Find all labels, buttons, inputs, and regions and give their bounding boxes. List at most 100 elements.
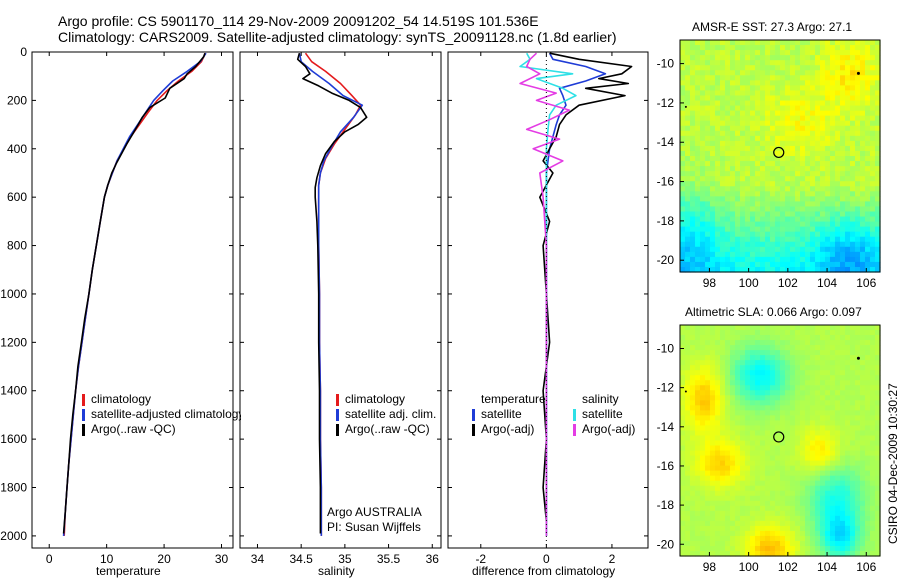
heatmap-cell xyxy=(805,236,811,243)
heatmap-cell xyxy=(855,485,861,492)
heatmap-cell xyxy=(860,405,866,411)
heatmap-cell xyxy=(740,335,746,341)
heatmap-cell xyxy=(710,460,716,467)
heatmap-cell xyxy=(715,430,721,437)
heatmap-cell xyxy=(790,465,796,472)
heatmap-cell xyxy=(755,405,761,411)
heatmap-cell xyxy=(730,130,736,137)
heatmap-cell xyxy=(785,460,791,467)
heatmap-cell xyxy=(860,425,866,432)
heatmap-cell xyxy=(820,186,826,192)
heatmap-cell xyxy=(785,435,791,442)
heatmap-cell xyxy=(780,375,786,381)
heatmap-cell xyxy=(730,515,736,522)
heatmap-cell xyxy=(840,75,846,81)
heatmap-cell xyxy=(805,176,811,182)
heatmap-cell xyxy=(785,450,791,457)
heatmap-cell xyxy=(715,120,721,127)
heatmap-cell xyxy=(810,340,816,346)
heatmap-cell xyxy=(855,201,861,208)
heatmap-cell xyxy=(850,345,856,351)
y-tick-label: 1200 xyxy=(0,335,27,349)
heatmap-cell xyxy=(850,535,856,542)
heatmap-cell xyxy=(810,365,816,371)
heatmap-cell xyxy=(765,266,771,273)
heatmap-cell xyxy=(855,475,861,482)
heatmap-cell xyxy=(795,221,801,228)
heatmap-cell xyxy=(715,520,721,527)
map-y-tick-label: -16 xyxy=(657,459,675,473)
heatmap-cell xyxy=(700,510,706,517)
heatmap-cell xyxy=(800,520,806,527)
heatmap-cell xyxy=(775,530,781,537)
heatmap-cell xyxy=(755,465,761,472)
heatmap-cell xyxy=(715,256,721,263)
heatmap-cell xyxy=(860,40,866,46)
heatmap-cell xyxy=(700,261,706,268)
heatmap-cell xyxy=(775,460,781,467)
heatmap-cell xyxy=(770,400,776,406)
heatmap-cell xyxy=(750,450,756,457)
heatmap-cell xyxy=(785,251,791,258)
heatmap-cell xyxy=(725,480,731,487)
heatmap-cell xyxy=(825,425,831,432)
heatmap-cell xyxy=(695,475,701,482)
heatmap-cell xyxy=(720,226,726,233)
heatmap-cell xyxy=(705,535,711,542)
heatmap-cell xyxy=(785,135,791,142)
heatmap-cell xyxy=(805,246,811,253)
heatmap-cell xyxy=(815,410,821,416)
heatmap-cell xyxy=(760,90,766,97)
heatmap-cell xyxy=(705,355,711,361)
heatmap-cell xyxy=(830,125,836,132)
heatmap-cell xyxy=(875,201,881,208)
heatmap-cell xyxy=(795,176,801,182)
heatmap-cell xyxy=(845,455,851,462)
heatmap-cell xyxy=(805,55,811,61)
heatmap-cell xyxy=(825,236,831,243)
heatmap-cell xyxy=(755,445,761,452)
heatmap-cell xyxy=(840,480,846,487)
heatmap-cell xyxy=(825,85,831,92)
heatmap-cell xyxy=(845,55,851,61)
heatmap-cell xyxy=(860,490,866,497)
heatmap-cell xyxy=(765,261,771,268)
heatmap-cell xyxy=(685,360,691,366)
heatmap-cell xyxy=(715,330,721,336)
heatmap-cell xyxy=(780,470,786,477)
heatmap-cell xyxy=(770,425,776,432)
heatmap-cell xyxy=(825,125,831,132)
heatmap-cell xyxy=(735,445,741,452)
heatmap-cell xyxy=(870,90,876,97)
heatmap-cell xyxy=(795,410,801,416)
heatmap-cell xyxy=(850,510,856,517)
heatmap-cell xyxy=(750,221,756,228)
heatmap-cell xyxy=(750,80,756,86)
heatmap-cell xyxy=(790,385,796,391)
heatmap-cell xyxy=(830,176,836,182)
heatmap-cell xyxy=(790,251,796,258)
heatmap-cell xyxy=(735,455,741,462)
heatmap-cell xyxy=(695,410,701,416)
heatmap-cell xyxy=(870,365,876,371)
heatmap-cell xyxy=(770,520,776,527)
heatmap-cell xyxy=(795,115,801,122)
heatmap-cell xyxy=(700,525,706,532)
heatmap-cell xyxy=(755,480,761,487)
heatmap-cell xyxy=(780,340,786,346)
heatmap-cell xyxy=(810,395,816,401)
heatmap-cell xyxy=(860,181,866,187)
heatmap-cell xyxy=(800,211,806,218)
heatmap-cell xyxy=(790,110,796,117)
heatmap-cell xyxy=(840,525,846,532)
heatmap-cell xyxy=(740,345,746,351)
heatmap-cell xyxy=(805,340,811,346)
heatmap-cell xyxy=(755,231,761,238)
heatmap-cell xyxy=(830,345,836,351)
heatmap-cell xyxy=(865,470,871,477)
heatmap-cell xyxy=(690,90,696,97)
heatmap-cell xyxy=(875,95,881,102)
heatmap-cell xyxy=(795,261,801,268)
heatmap-cell xyxy=(680,370,686,376)
heatmap-cell xyxy=(795,380,801,386)
